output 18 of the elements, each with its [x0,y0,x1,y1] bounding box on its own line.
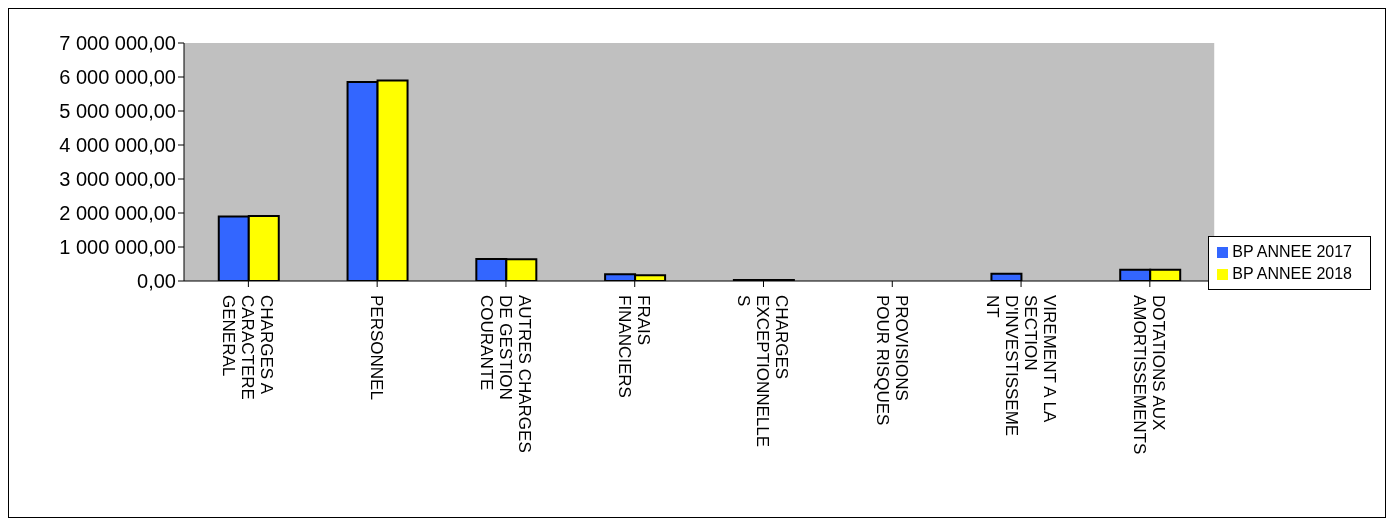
y-tick-label: 0,00 [137,270,176,293]
x-tick-label: AUTRES CHARGES DE GESTION COURANTE [476,295,534,453]
y-tick-label: 7 000 000,00 [59,32,176,55]
y-tick-label: 4 000 000,00 [59,134,176,157]
x-tick-label: DOTATIONS AUX AMORTISSEMENTS [1130,295,1169,455]
y-tick-label: 3 000 000,00 [59,168,176,191]
x-tick-label: VIREMENT A LA SECTION D'INVESTISSEMENT [982,295,1059,437]
x-tick-label: PERSONNEL [367,295,387,400]
legend-label: BP ANNEE 2017 [1232,243,1352,260]
legend-label: BP ANNEE 2018 [1232,265,1352,282]
x-tick-label: CHARGES EXCEPTIONNELLES [734,295,792,448]
y-tick-label: 5 000 000,00 [59,100,176,123]
x-tick-label: PROVISIONS POUR RISQUES [872,295,911,426]
x-tick-label: CHARGES A CARACTERE GENERAL [219,295,277,400]
y-tick-label: 6 000 000,00 [59,66,176,89]
y-tick-label: 1 000 000,00 [59,236,176,259]
x-tick-label: FRAIS FINANCIERS [615,295,654,398]
y-tick-label: 2 000 000,00 [59,202,176,225]
